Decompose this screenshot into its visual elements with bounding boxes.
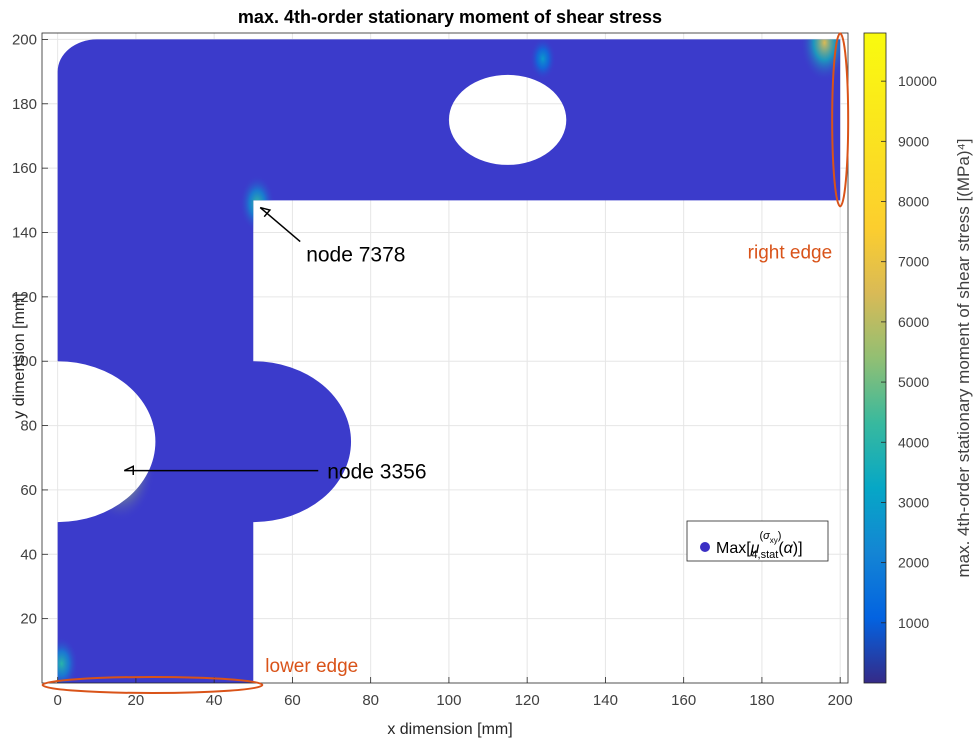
colorbar-title: max. 4th-order stationary moment of shea… (954, 138, 973, 577)
hotspot-marker (57, 636, 79, 683)
colorbar-tick-label: 2000 (898, 555, 929, 571)
colorbar-tick-label: 8000 (898, 194, 929, 210)
colorbar-tick-label: 7000 (898, 254, 929, 270)
x-tick-label: 160 (671, 692, 696, 709)
y-tick-label: 100 (12, 353, 37, 370)
lower-edge-ellipse (41, 676, 264, 694)
colorbar-tick-label: 5000 (898, 374, 929, 390)
y-tick-label: 120 (12, 289, 37, 306)
right-edge-ellipse (831, 32, 850, 208)
x-tick-label: 80 (362, 692, 379, 709)
y-tick-label: 180 (12, 96, 37, 113)
annotation-node-3356: node 3356 (327, 461, 426, 484)
x-tick-label: 60 (284, 692, 301, 709)
chart-title: max. 4th-order stationary moment of shea… (238, 7, 662, 27)
colorbar-tick-label: 3000 (898, 494, 929, 510)
x-tick-label: 40 (206, 692, 223, 709)
hotspot-marker (800, 39, 841, 82)
x-tick-label: 120 (515, 692, 540, 709)
colorbar-tick-label: 4000 (898, 434, 929, 450)
y-tick-label: 160 (12, 160, 37, 177)
colorbar-tick-label: 6000 (898, 314, 929, 330)
y-tick-label: 20 (20, 611, 37, 628)
legend-marker (700, 542, 710, 552)
colorbar (863, 32, 887, 684)
legend-box (686, 520, 829, 562)
x-tick-label: 0 (53, 692, 61, 709)
y-tick-label: 140 (12, 225, 37, 242)
y-tick-label: 200 (12, 31, 37, 48)
colorbar-tick-label: 9000 (898, 133, 929, 149)
y-axis-title: y dimension [mm] (11, 293, 28, 418)
colorbar-tick-label: 10000 (898, 73, 937, 89)
legend: Max[μ(σxy) 4,stat(α)] (686, 520, 829, 562)
y-tick-label: 40 (20, 546, 37, 563)
arrow-head (123, 465, 135, 475)
annotation-node-7378: node 7378 (306, 244, 405, 267)
x-tick-label: 180 (749, 692, 774, 709)
x-tick-label: 100 (436, 692, 461, 709)
annotation-right-edge: right edge (748, 242, 833, 263)
x-tick-label: 140 (593, 692, 618, 709)
y-tick-label: 60 (20, 482, 37, 499)
colorbar-axis: 1000 2000 3000 4000 5000 6000 7000 8000 9000 1000… (881, 73, 937, 631)
colorbar-tick-label: 1000 (898, 615, 929, 631)
y-axis: 20 40 60 80 100 120 140 160 180 200 (12, 31, 48, 628)
x-axis-title: x dimension [mm] (387, 721, 512, 738)
arrow-head (260, 206, 272, 218)
x-tick-label: 20 (128, 692, 145, 709)
y-tick-label: 80 (20, 418, 37, 435)
hotspot-marker (529, 39, 556, 81)
x-axis: 0 20 40 60 80 100 120 140 160 180 200 (53, 677, 853, 709)
x-tick-label: 200 (828, 692, 853, 709)
annotation-lower-edge: lower edge (265, 656, 358, 677)
plot-frame (41, 32, 849, 684)
